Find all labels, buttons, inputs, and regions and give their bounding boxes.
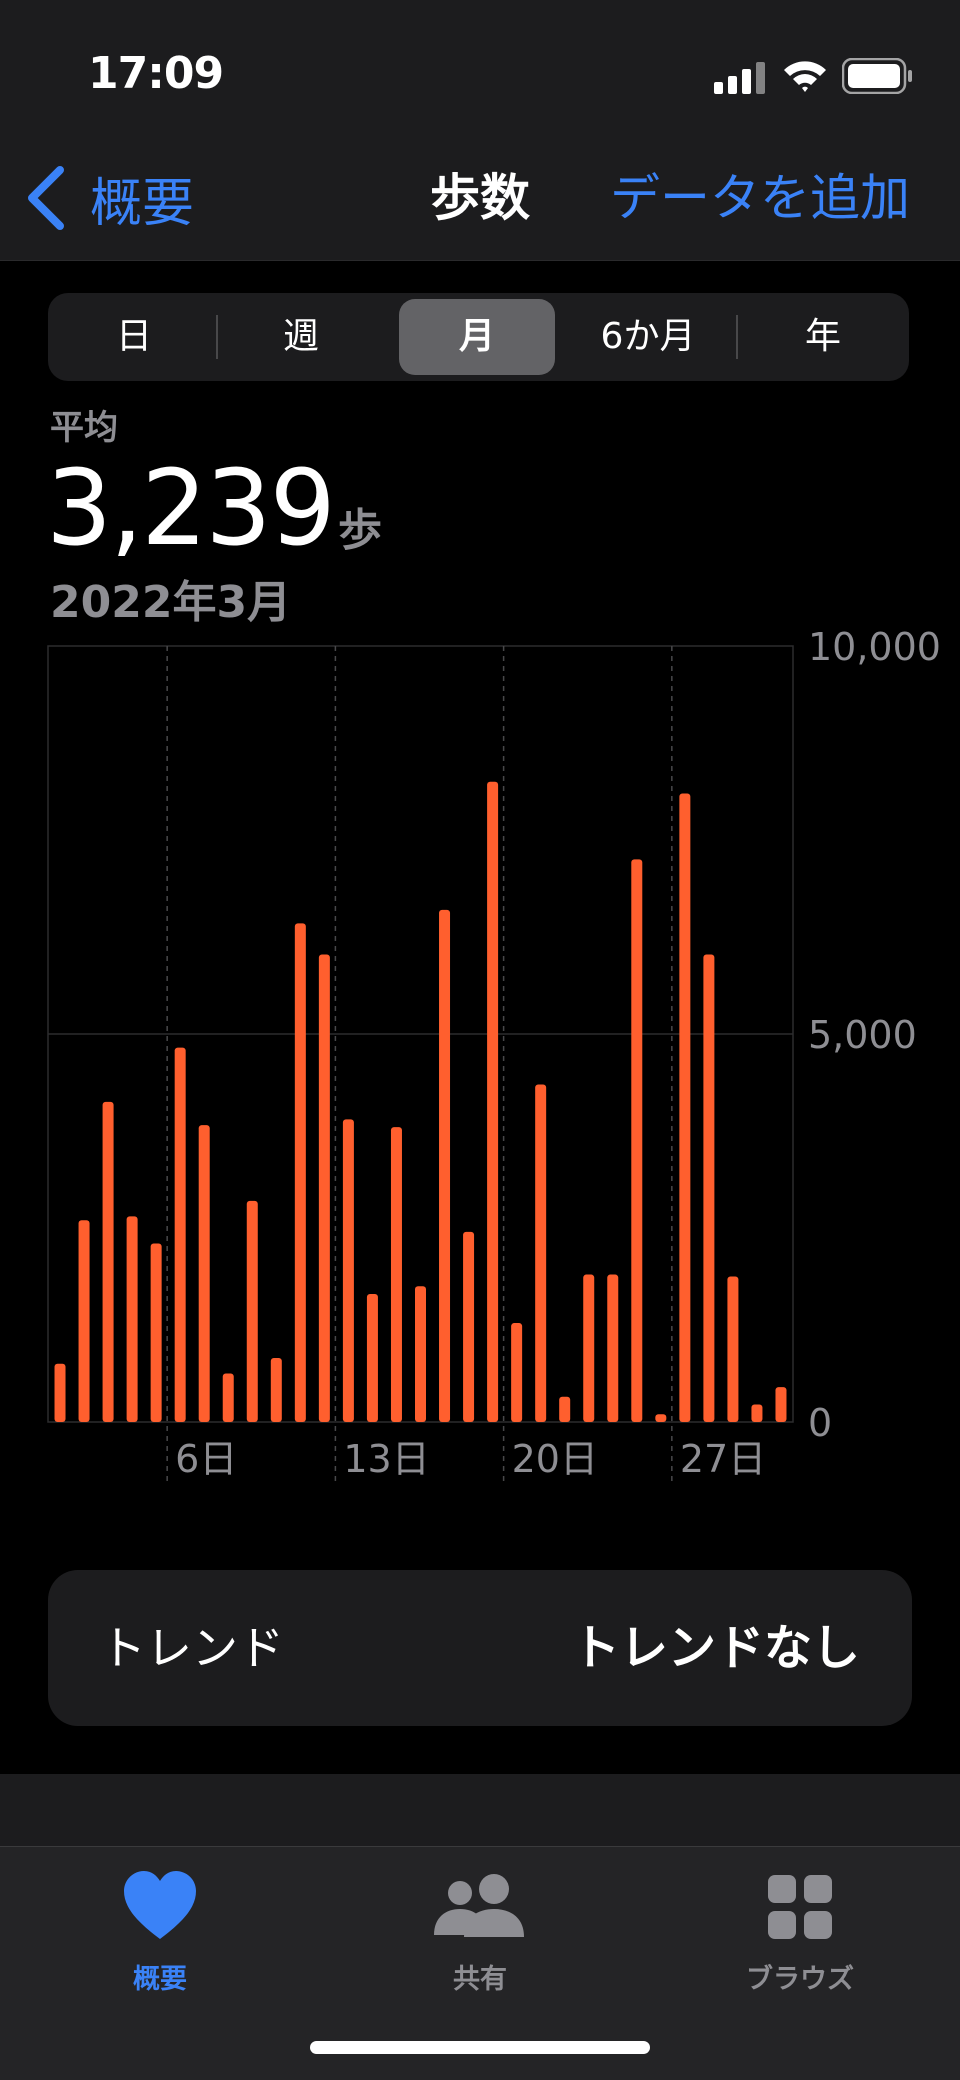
chart-bar (366, 1293, 378, 1422)
add-data-button[interactable]: データを追加 (610, 169, 910, 227)
chart-bar (535, 1084, 547, 1422)
status-bar: 17:09 (0, 0, 960, 130)
grid-icon (768, 1875, 832, 1939)
chart-bar (751, 1404, 763, 1422)
average-label: 平均 (50, 408, 118, 448)
people-icon (434, 1874, 524, 1937)
chart-bar (727, 1276, 739, 1422)
navigation-bar: 歩数 概要 データを追加 (0, 130, 960, 261)
chart-bar (487, 781, 499, 1422)
tab-sharing-label: 共有 (453, 1964, 507, 1995)
chart-bar (222, 1373, 234, 1422)
chart-bar (511, 1323, 523, 1422)
x-tick-label: 27日 (680, 1437, 766, 1481)
chart-bar (775, 1387, 787, 1422)
segment-month[interactable]: 月 (399, 299, 555, 375)
back-button-label: 概要 (90, 173, 195, 234)
chart-bar (150, 1243, 162, 1422)
cellular-signal-icon (714, 62, 765, 94)
steps-bar-chart[interactable]: 10,000 5,000 0 6日 13日 20日 27日 (0, 630, 960, 1510)
chart-bar (78, 1220, 90, 1422)
chart-bar (679, 793, 691, 1422)
average-value: 3,239 (46, 447, 336, 569)
wifi-icon (784, 61, 826, 92)
chart-bar (318, 954, 330, 1422)
chart-bar (102, 1101, 114, 1422)
home-indicator (310, 2041, 650, 2054)
chart-bar (415, 1286, 426, 1422)
segment-six-months[interactable]: 6か月 (600, 316, 696, 357)
tab-summary[interactable]: 概要 (60, 1867, 260, 1996)
chart-bar (390, 1127, 402, 1422)
chart-bar (655, 1414, 667, 1422)
chart-bar (703, 954, 715, 1422)
heart-icon (124, 1871, 196, 1939)
time-range-segmented-control: 日 週 月 6か月 年 (48, 293, 909, 381)
segment-divider (736, 315, 738, 359)
chart-bar (439, 909, 451, 1422)
x-tick-label: 6日 (175, 1437, 237, 1481)
period-label: 2022年3月 (50, 577, 292, 628)
status-time: 17:09 (88, 48, 224, 99)
chart-bar (54, 1363, 66, 1422)
x-tick-label: 13日 (343, 1437, 429, 1481)
back-button[interactable]: 概要 (22, 158, 194, 238)
tab-sharing[interactable]: 共有 (380, 1867, 580, 1996)
segment-week[interactable]: 週 (282, 316, 319, 357)
trend-label: トレンド (100, 1621, 284, 1675)
chart-bar (174, 1047, 186, 1422)
chart-bar (583, 1274, 595, 1422)
average-unit: 歩 (338, 505, 382, 556)
chart-bar (198, 1125, 210, 1422)
x-tick-label: 20日 (512, 1437, 598, 1481)
y-tick-label: 10,000 (808, 630, 941, 669)
chevron-left-icon (28, 166, 64, 230)
chart-bar (246, 1200, 258, 1422)
tab-summary-label: 概要 (133, 1964, 187, 1995)
chart-bar (294, 923, 306, 1422)
trend-value: トレンドなし (571, 1620, 860, 1676)
chart-bar (559, 1396, 571, 1422)
tab-browse[interactable]: ブラウズ (700, 1867, 900, 1996)
chart-bar (270, 1357, 282, 1422)
y-tick-label: 0 (808, 1401, 832, 1445)
tab-browse-label: ブラウズ (746, 1964, 854, 1995)
segment-day[interactable]: 日 (115, 316, 152, 357)
chart-bar (463, 1231, 475, 1422)
chart-bar (342, 1119, 354, 1422)
section-separator (0, 1774, 960, 1846)
page-title: 歩数 (430, 169, 530, 227)
chart-bar (126, 1216, 138, 1422)
chart-bar (631, 859, 643, 1422)
segment-year[interactable]: 年 (804, 316, 841, 357)
chart-bar (607, 1274, 619, 1422)
trend-card[interactable]: トレンド トレンドなし (48, 1570, 912, 1726)
segment-divider (216, 315, 218, 359)
y-tick-label: 5,000 (808, 1013, 917, 1057)
battery-icon (842, 58, 912, 94)
